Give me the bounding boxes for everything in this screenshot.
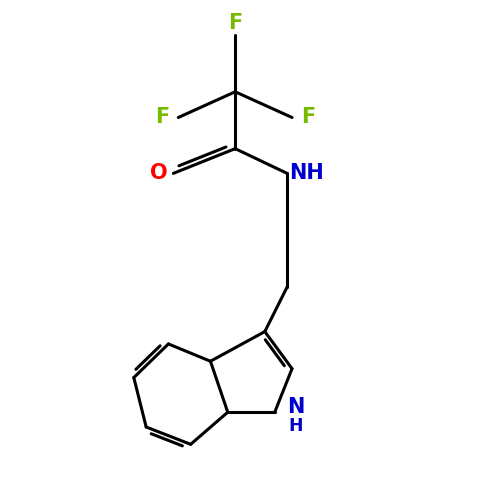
- Text: NH: NH: [290, 164, 324, 184]
- Text: H: H: [288, 417, 302, 435]
- Text: F: F: [300, 108, 315, 128]
- Text: F: F: [156, 108, 170, 128]
- Text: F: F: [228, 12, 242, 32]
- Text: O: O: [150, 164, 168, 184]
- Text: N: N: [287, 397, 304, 417]
